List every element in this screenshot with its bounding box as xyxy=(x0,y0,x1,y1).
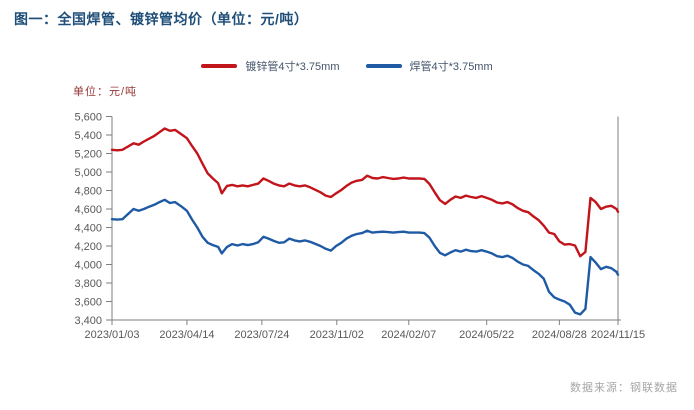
y-tick-label: 5,600 xyxy=(74,112,102,124)
data-source-note: 数据来源：钢联数据 xyxy=(570,382,678,394)
y-tick-label: 4,600 xyxy=(74,204,102,216)
y-tick-label: 4,000 xyxy=(74,260,102,272)
y-tick-label: 5,400 xyxy=(74,130,102,142)
x-tick-label: 2023/01/03 xyxy=(84,329,139,341)
legend-swatch-welded-icon xyxy=(365,64,402,68)
legend-swatch-galvanized-icon xyxy=(201,64,238,68)
x-tick-label: 2023/07/24 xyxy=(234,329,289,341)
y-tick-label: 4,800 xyxy=(74,186,102,198)
x-tick-label: 2023/04/14 xyxy=(159,329,214,341)
y-tick-label: 3,800 xyxy=(74,278,102,290)
y-tick-label: 3,600 xyxy=(74,297,102,309)
x-tick-label: 2024/11/15 xyxy=(591,329,645,341)
y-axis-unit-label: 单位：元/吨 xyxy=(73,86,138,98)
legend: 镀锌管4寸*3.75mm 焊管4寸*3.75mm xyxy=(0,58,694,74)
legend-item-galvanized: 镀锌管4寸*3.75mm xyxy=(201,58,340,74)
x-tick-label: 2024/05/22 xyxy=(459,329,514,341)
legend-item-welded: 焊管4寸*3.75mm xyxy=(365,58,493,74)
y-tick-label: 4,200 xyxy=(74,241,102,253)
y-tick-label: 5,000 xyxy=(74,167,102,179)
y-tick-label: 4,400 xyxy=(74,223,102,235)
legend-label-welded: 焊管4寸*3.75mm xyxy=(409,61,493,73)
series-line-galvanized-pipe xyxy=(110,127,620,258)
legend-label-galvanized: 镀锌管4寸*3.75mm xyxy=(245,61,340,73)
y-tick-label: 5,200 xyxy=(74,149,102,161)
page-title: 图一：全国焊管、镀锌管均价（单位：元/吨） xyxy=(14,11,309,27)
x-tick-label: 2024/02/07 xyxy=(381,329,436,341)
x-tick-label: 2023/11/02 xyxy=(310,329,364,341)
x-tick-label: 2024/08/28 xyxy=(532,329,587,341)
series-line-welded-pipe xyxy=(110,198,620,316)
y-tick-label: 3,400 xyxy=(74,315,102,327)
